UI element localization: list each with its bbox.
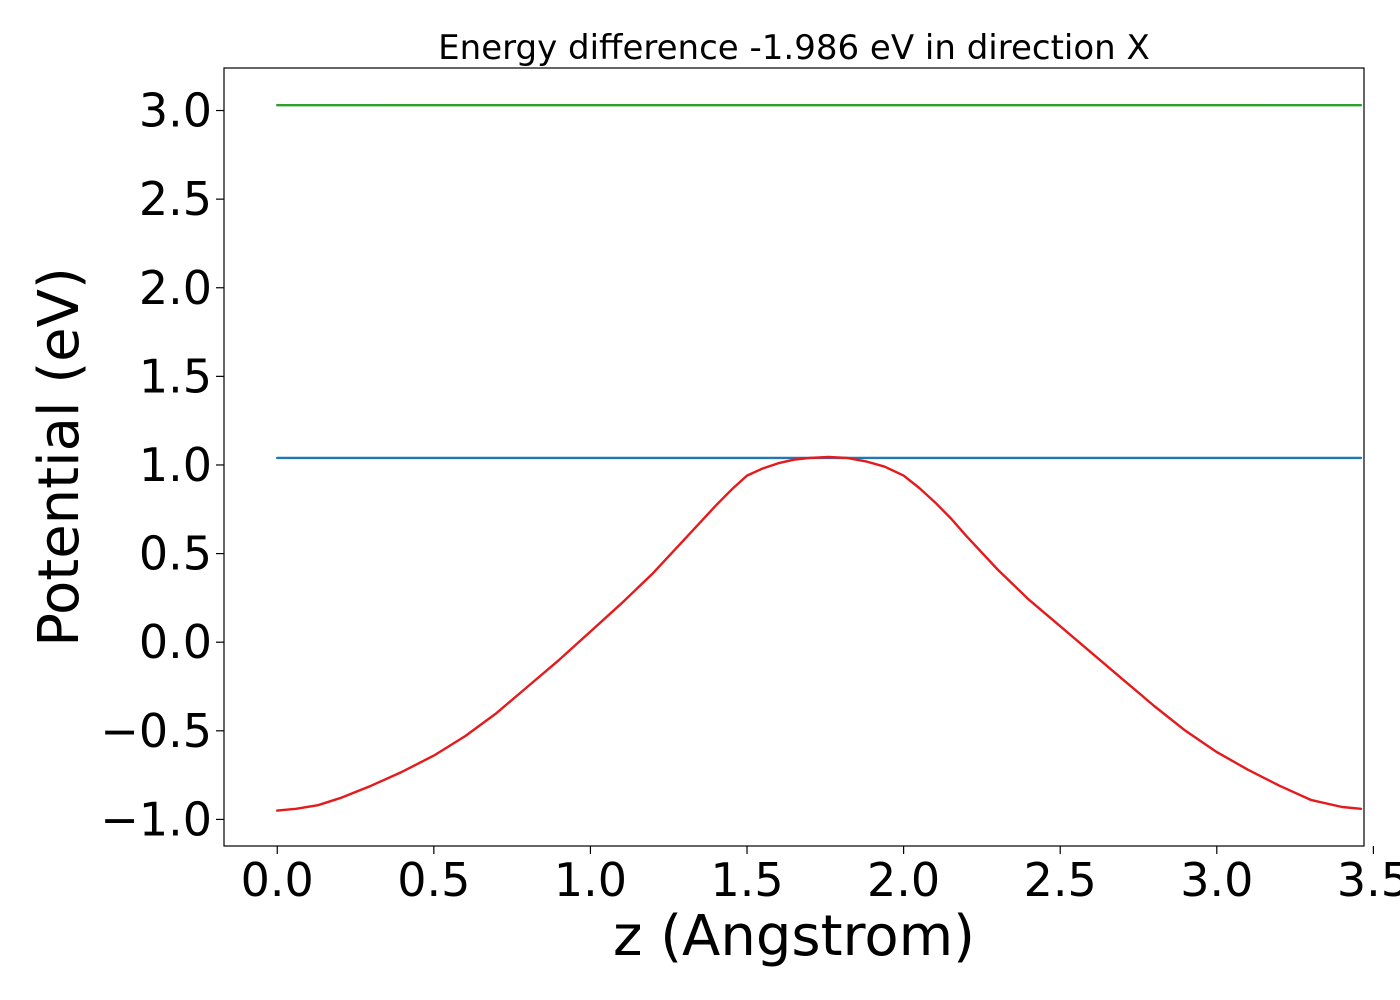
chart-title: Energy difference -1.986 eV in direction… bbox=[438, 28, 1150, 68]
plot-series bbox=[276, 104, 1363, 812]
y-tick-label: 2.0 bbox=[139, 261, 212, 315]
plot-frame bbox=[223, 67, 1365, 847]
series-line-3 bbox=[276, 455, 1363, 812]
x-axis: 0.0 0.5 1.0 1.5 2.0 2.5 3.0 3.5 bbox=[241, 846, 1400, 907]
y-tick-label: 0.5 bbox=[139, 527, 212, 581]
x-tick-label: 0.0 bbox=[241, 853, 314, 907]
y-tick-label: 1.0 bbox=[139, 438, 212, 492]
y-tick-label: 0.0 bbox=[139, 615, 212, 669]
y-tick-label: −1.0 bbox=[100, 792, 212, 846]
y-tick-label: 3.0 bbox=[139, 84, 212, 138]
x-tick-label: 1.0 bbox=[554, 853, 627, 907]
x-tick-label: 3.5 bbox=[1337, 853, 1400, 907]
y-axis: −1.0 −0.5 0.0 0.5 1.0 1.5 2.0 2.5 3.0 bbox=[100, 84, 224, 846]
y-tick-label: 2.5 bbox=[139, 172, 212, 226]
y-tick-label: −0.5 bbox=[100, 704, 212, 758]
y-axis-label: Potential (eV) bbox=[27, 267, 92, 647]
x-tick-label: 2.5 bbox=[1024, 853, 1097, 907]
x-tick-label: 1.5 bbox=[710, 853, 783, 907]
x-tick-label: 3.0 bbox=[1180, 853, 1253, 907]
x-tick-label: 0.5 bbox=[397, 853, 470, 907]
y-tick-label: 1.5 bbox=[139, 349, 212, 403]
x-tick-label: 2.0 bbox=[867, 853, 940, 907]
x-axis-label: z (Angstrom) bbox=[613, 904, 975, 969]
